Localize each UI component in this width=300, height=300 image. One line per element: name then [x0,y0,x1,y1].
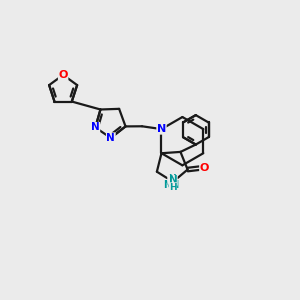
Text: H: H [168,174,176,183]
Text: N: N [169,175,177,185]
Text: O: O [58,70,68,80]
Text: NH: NH [164,180,180,190]
Text: N: N [106,133,115,143]
Text: O: O [200,163,209,173]
Text: N: N [157,124,166,134]
Text: H: H [169,183,177,192]
Text: N: N [91,122,100,133]
